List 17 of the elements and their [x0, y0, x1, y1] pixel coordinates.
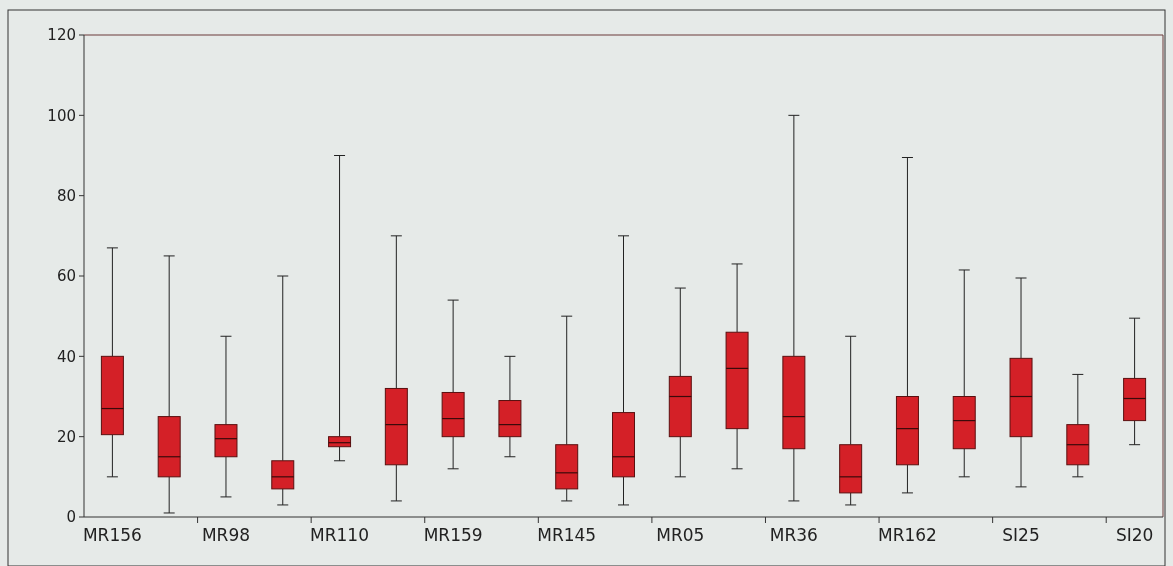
- x-tick-label: MR36: [769, 525, 818, 545]
- x-tick-label: SI25: [1002, 525, 1040, 545]
- x-tick-label: MR98: [201, 525, 251, 545]
- x-tick-label: MR156: [82, 525, 142, 545]
- x-tick-label: MR162: [877, 525, 937, 545]
- y-tick-label: 40: [56, 347, 76, 366]
- x-tick-label: MR110: [310, 525, 370, 545]
- y-tick-label: 100: [47, 106, 76, 125]
- y-tick-label: 80: [56, 186, 76, 205]
- y-tick-label: 0: [66, 508, 76, 527]
- y-tick-label: 60: [56, 267, 76, 286]
- x-tick-label: MR05: [656, 525, 705, 545]
- x-tick-label: SI20: [1115, 525, 1154, 545]
- x-tick-label: MR145: [537, 525, 597, 545]
- y-tick-label: 120: [47, 26, 76, 45]
- x-tick-label: MR159: [423, 525, 483, 545]
- y-tick-label: 20: [56, 427, 76, 446]
